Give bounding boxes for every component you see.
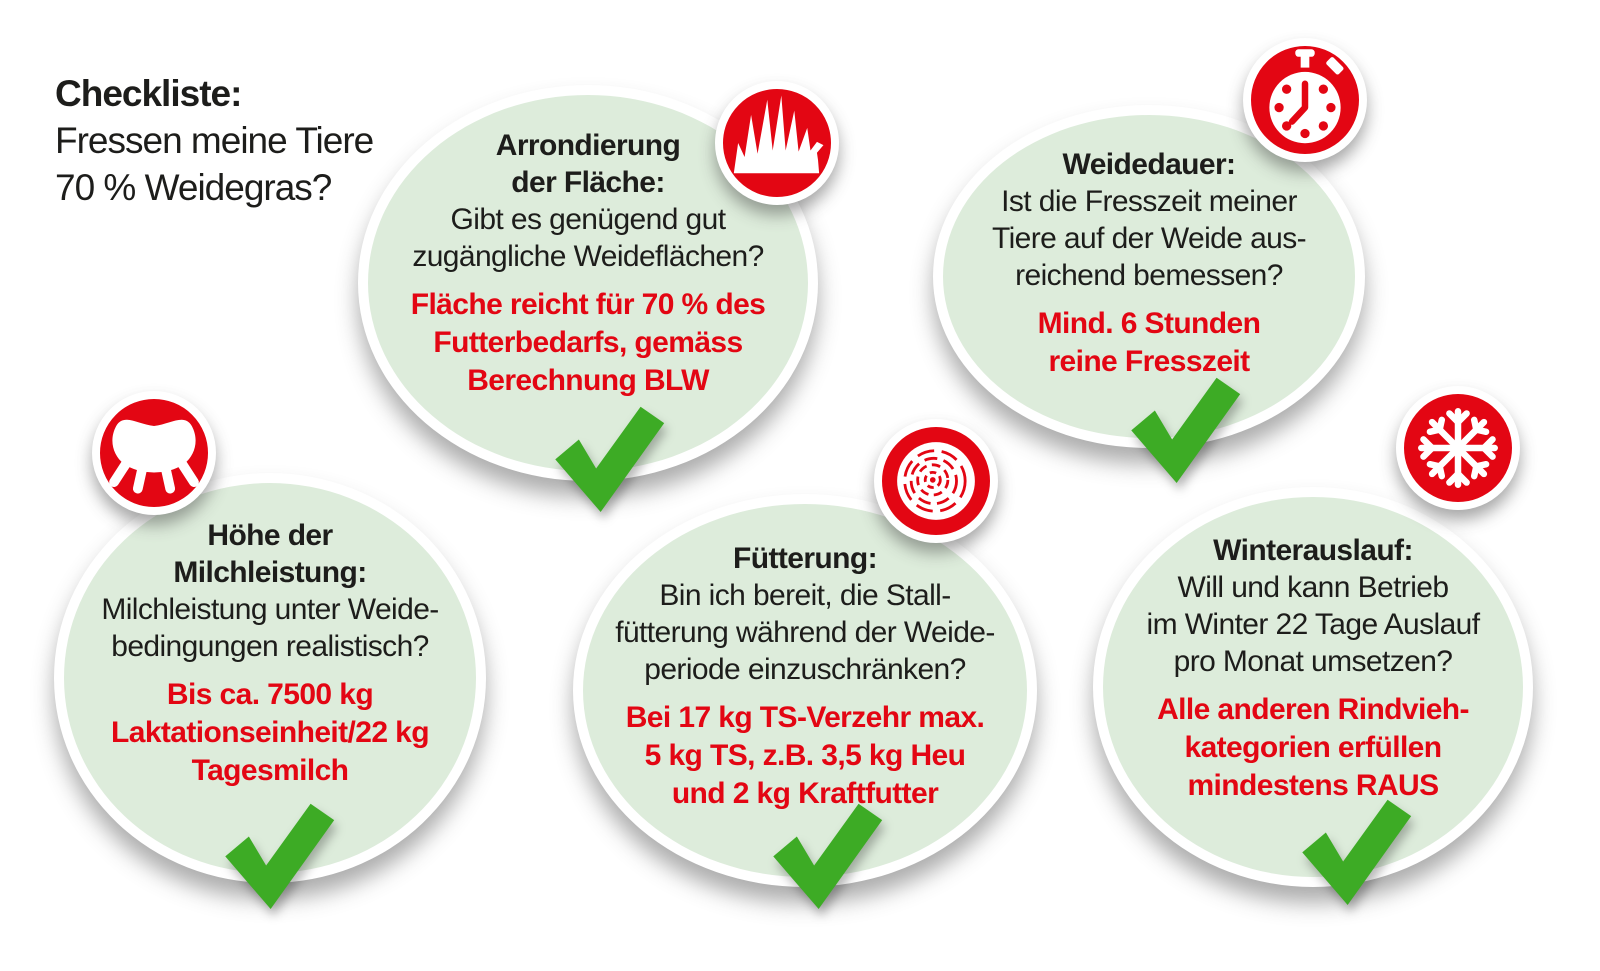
bubble-answer: Bis ca. 7500 kg Laktationseinheit/22 kg … [111,676,430,790]
bubble-question: Gibt es genügend gut zugängliche Weidefl… [412,201,764,275]
question-line: bedingungen realistisch? [111,629,429,663]
checkmark-icon [555,406,665,513]
question-line: Will und kann Betrieb [1177,570,1449,604]
bubble-question: Ist die Fresszeit meiner Tiere auf der W… [991,183,1307,294]
answer-line: Bei 17 kg TS-Verzehr max. [625,701,985,734]
page-title: Checkliste: [55,73,242,114]
bubble-question: Bin ich bereit, die Stall- fütterung wäh… [615,577,995,688]
bubble-answer: Fläche reicht für 70 % des Futterbedarfs… [411,286,766,400]
stopwatch-icon [1243,38,1367,162]
title-line: Höhe der [207,518,333,552]
title-line: Winterauslauf: [1213,533,1413,567]
bubble-title: Winterauslauf: [1213,532,1413,569]
checkmark-icon [225,803,335,910]
question-line: im Winter 22 Tage Auslauf [1146,607,1481,641]
bubble-winterauslauf: Winterauslauf: Will und kann Betrieb im … [1093,487,1533,887]
question-line: fütterung während der Weide- [615,616,995,649]
answer-line: Bis ca. 7500 kg [166,677,374,711]
question-line: reichend bemessen? [1015,259,1283,292]
answer-line: mindestens RAUS [1187,768,1439,802]
hay-bale-icon [874,419,998,543]
question-line: Bin ich bereit, die Stall- [659,579,951,612]
title-line: Milchleistung: [173,555,367,589]
title-line: Weidedauer: [1062,148,1236,181]
bubble-title: Arrondierung der Fläche: [495,127,681,201]
question-line: Ist die Fresszeit meiner [1001,185,1297,218]
bubble-answer: Alle anderen Rindvieh- kategorien erfüll… [1157,691,1469,805]
snowflake-icon [1396,386,1520,510]
answer-line: 5 kg TS, z.B. 3,5 kg Heu [644,739,966,772]
title-line: der Fläche: [511,165,665,199]
bubble-question: Will und kann Betrieb im Winter 22 Tage … [1146,569,1481,680]
udder-icon [92,391,216,515]
answer-line: Tagesmilch [191,753,349,787]
question-line: zugängliche Weideflächen? [412,239,764,273]
checkmark-icon [1302,799,1412,906]
checkmark-icon [1131,377,1241,484]
bubble-title: Fütterung: [733,540,878,577]
question-line: Gibt es genügend gut [450,202,726,236]
answer-line: Fläche reicht für 70 % des [410,287,766,321]
question-line: periode einzuschränken? [644,653,966,686]
bubble-answer: Mind. 6 Stunden reine Fresszeit [1038,305,1261,381]
answer-line: Alle anderen Rindvieh- [1157,692,1469,726]
page-subtitle-line: Fressen meine Tiere [55,120,374,161]
answer-line: und 2 kg Kraftfutter [671,777,939,810]
answer-line: reine Fresszeit [1048,345,1250,378]
title-line: Fütterung: [733,542,878,575]
checkmark-icon [773,803,883,910]
answer-line: Mind. 6 Stunden [1037,307,1261,340]
bubble-milchleistung: Höhe der Milchleistung: Milchleistung un… [54,473,486,883]
bubble-question: Milchleistung unter Weide- bedingungen r… [101,591,439,665]
answer-line: Futterbedarfs, gemäss [433,325,743,359]
title-line: Arrondierung [495,128,681,162]
header: Checkliste: Fressen meine Tiere 70 % Wei… [55,70,415,211]
answer-line: Berechnung BLW [467,363,709,397]
bubble-weidedauer: Weidedauer: Ist die Fresszeit meiner Tie… [933,105,1365,448]
answer-line: kategorien erfüllen [1184,730,1442,764]
grass-icon [715,81,839,205]
bubble-title: Höhe der Milchleistung: [173,517,367,591]
bubble-title: Weidedauer: [1063,146,1236,183]
question-line: Milchleistung unter Weide- [101,592,439,626]
question-line: Tiere auf der Weide aus- [991,222,1307,255]
page-subtitle-line: 70 % Weidegras? [55,167,332,208]
answer-line: Laktationseinheit/22 kg [111,715,430,749]
bubble-answer: Bei 17 kg TS-Verzehr max. 5 kg TS, z.B. … [626,699,985,813]
question-line: pro Monat umsetzen? [1173,644,1453,678]
